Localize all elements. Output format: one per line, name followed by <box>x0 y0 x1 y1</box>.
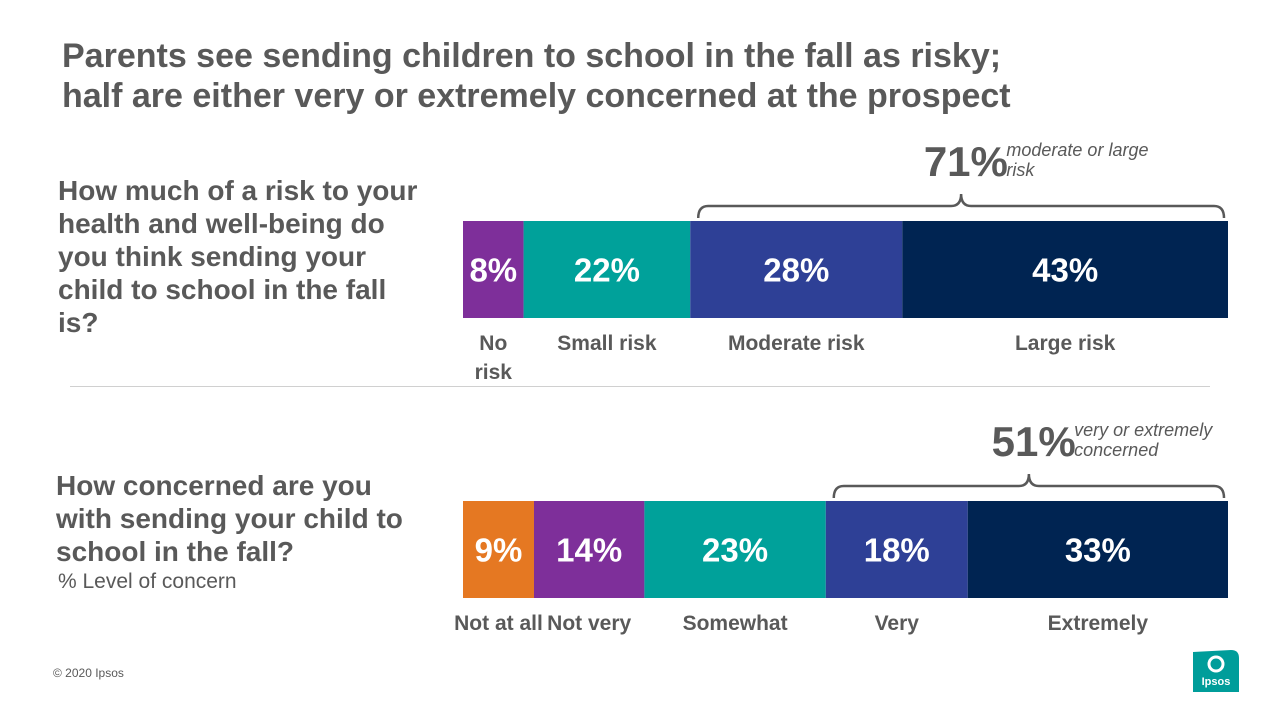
bar-value-label-1-3: 18% <box>864 532 930 569</box>
chart-title: Parents see sending children to school i… <box>62 36 1242 116</box>
section-divider <box>70 386 1210 387</box>
category-label-1-0: Not at all <box>454 612 543 635</box>
bar-value-label-0-0: 8% <box>469 252 517 289</box>
bar-segment-0-2 <box>690 221 903 318</box>
bracket-value-0: 71% <box>924 138 1008 185</box>
bar-value-label-1-2: 23% <box>702 532 768 569</box>
logo-text: Ipsos <box>1201 676 1231 688</box>
bar-value-label-1-4: 33% <box>1065 532 1131 569</box>
category-label-0-0: No risk <box>475 332 513 384</box>
bar-segment-1-3 <box>825 501 968 598</box>
category-label-1-2: Somewhat <box>683 612 788 635</box>
title-line-1: Parents see sending children to school i… <box>62 37 1002 75</box>
bar-segment-0-1 <box>523 221 691 318</box>
category-label-0-1: Small risk <box>557 332 657 355</box>
bracket-note-1: very or extremely concerned <box>1074 420 1213 460</box>
bracket-0 <box>696 193 1226 219</box>
question-risk: How much of a risk to your health and we… <box>58 175 418 338</box>
bar-value-label-0-1: 22% <box>574 252 640 289</box>
bar-value-label-1-0: 9% <box>475 532 523 569</box>
bar-segment-0-0 <box>463 221 524 318</box>
question-concern: How concerned are you with sending your … <box>56 470 403 567</box>
bracket-1 <box>832 473 1226 499</box>
category-label-0-3: Large risk <box>1015 332 1116 355</box>
bracket-value-1: 51% <box>992 418 1076 465</box>
category-label-1-3: Very <box>875 612 920 635</box>
bar-segment-1-2 <box>644 501 826 598</box>
bar-segment-1-4 <box>967 501 1228 598</box>
ipsos-logo: Ipsos <box>1193 650 1239 692</box>
category-label-0-2: Moderate risk <box>728 332 865 355</box>
ipsos-logo-icon <box>1193 650 1239 692</box>
category-label-1-4: Extremely <box>1048 612 1149 635</box>
bar-value-label-0-2: 28% <box>763 252 829 289</box>
category-label-1-1: Not very <box>547 612 631 635</box>
copyright-footer: © 2020 Ipsos <box>53 666 124 680</box>
bar-segment-0-3 <box>902 221 1228 318</box>
bar-segment-1-1 <box>533 501 645 598</box>
title-line-2: half are either very or extremely concer… <box>62 77 1011 115</box>
bracket-note-0: moderate or large risk <box>1006 140 1148 180</box>
bar-value-label-0-3: 43% <box>1032 252 1098 289</box>
bar-segment-1-0 <box>463 501 534 598</box>
question-concern-subtitle: % Level of concern <box>58 570 237 593</box>
bar-value-label-1-1: 14% <box>556 532 622 569</box>
